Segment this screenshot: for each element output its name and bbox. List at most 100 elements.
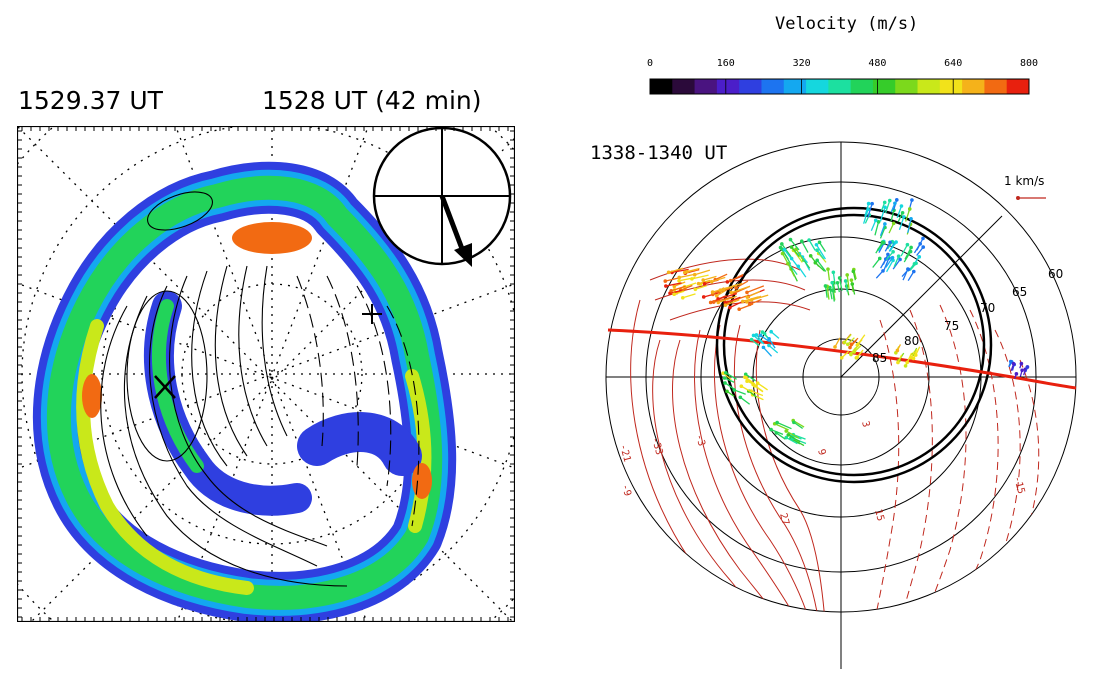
velocity-vector [893,254,901,268]
velocity-vector [849,347,857,356]
colorbar-segment [716,79,740,94]
velocity-vector [712,296,733,304]
velocity-vector [851,269,857,281]
auroral-hotspot [232,222,312,254]
velocity-vector [885,255,895,268]
velocity-vector [880,200,887,212]
velocity-vector [775,420,792,430]
velocity-vector [898,215,906,231]
colorbar-segment [984,79,1008,94]
velocity-vector [892,257,902,270]
velocity-vector [734,280,749,290]
velocity-vector [875,269,885,279]
velocity-vector [901,267,911,277]
velocity-vector [788,237,800,251]
velocity-vector [872,256,882,268]
velocity-vector [782,247,792,260]
velocity-vector [666,267,684,275]
colorbar-segment [739,79,762,94]
velocity-vector [784,429,800,439]
velocity-vector [905,207,912,222]
velocity-vector [743,372,756,382]
velocity-vector [907,269,916,282]
velocity-vector [879,222,887,237]
velocity-vector [907,216,913,234]
velocity-vector [823,284,828,298]
velocity-vector [884,240,892,252]
contour-label: 27 [777,512,791,526]
velocity-vector [767,343,779,354]
velocity-vector [796,264,807,278]
boundary-ring [715,206,993,484]
velocity-vector [1014,372,1019,379]
velocity-vector [830,288,835,302]
latitude-label: 80 [904,334,919,348]
velocity-vector [916,245,926,256]
colorbar-tick-label: 640 [944,58,962,69]
velocity-vector [725,389,735,397]
velocity-vector [780,251,789,265]
colorbar-segment [1006,79,1030,94]
colorbar-tick-label: 480 [868,58,886,69]
auroral-hotspot [82,374,102,418]
velocity-vector [682,268,699,275]
colorbar-segment [828,79,852,94]
velocity-vector [723,299,740,307]
velocity-colorbar [649,78,1030,95]
velocity-vector [826,267,831,281]
velocity-vector [896,354,903,365]
colorbar-segment [962,79,985,94]
velocity-vector [884,198,892,214]
polar-grid [605,141,1077,669]
velocity-vector [745,379,759,387]
contour-label: 9 [815,448,827,457]
colorbar-segment [783,79,807,94]
velocity-vector [786,433,801,443]
imf-clock-dial [372,126,512,267]
velocity-vector [888,221,896,234]
velocity-vector [672,281,686,289]
colorbar-tick-label: 0 [647,58,653,69]
velocity-vector [814,242,826,260]
velocity-vector [1010,361,1016,371]
velocity-vector [740,296,759,304]
velocity-vector [774,431,786,440]
velocity-vector [817,240,826,252]
velocity-vector [722,376,735,383]
velocity-vector [696,279,711,286]
velocity-vector [754,333,765,345]
velocity-vector [744,375,756,385]
colorbar-segment [761,79,785,94]
colorbar-segment [872,79,896,94]
auroral-hotspot [412,463,432,499]
latitude-label: 60 [1048,267,1063,281]
colorbar-title: Velocity (m/s) [775,14,919,34]
velocity-vector [1019,361,1024,369]
auroral-image-plot [17,126,515,622]
velocity-vector [780,242,792,258]
contour-label: -15 [1011,475,1026,495]
velocity-vector [789,245,800,258]
velocity-vector [663,277,679,283]
latitude-label: 70 [980,301,995,315]
velocity-vector [807,238,816,251]
left-subtitle-label: 1528 UT (42 min) [262,86,482,115]
velocity-vector [855,349,864,359]
velocity-vector [1025,365,1030,373]
terminator-line [607,328,1077,390]
colorbar-segment [895,79,919,94]
velocity-vector [693,284,707,292]
velocity-vector [721,282,743,292]
colorbar-tick-label: 800 [1020,58,1038,69]
velocity-vector [815,258,827,272]
velocity-vector [749,337,760,347]
velocity-vector [876,240,886,251]
velocity-vector [672,290,685,297]
velocity-vector [905,352,913,365]
colorbar-segment [650,79,673,94]
velocity-vector [729,285,750,295]
velocity-vector [842,333,852,345]
velocity-vector [874,220,881,236]
velocity-vector [856,334,866,347]
